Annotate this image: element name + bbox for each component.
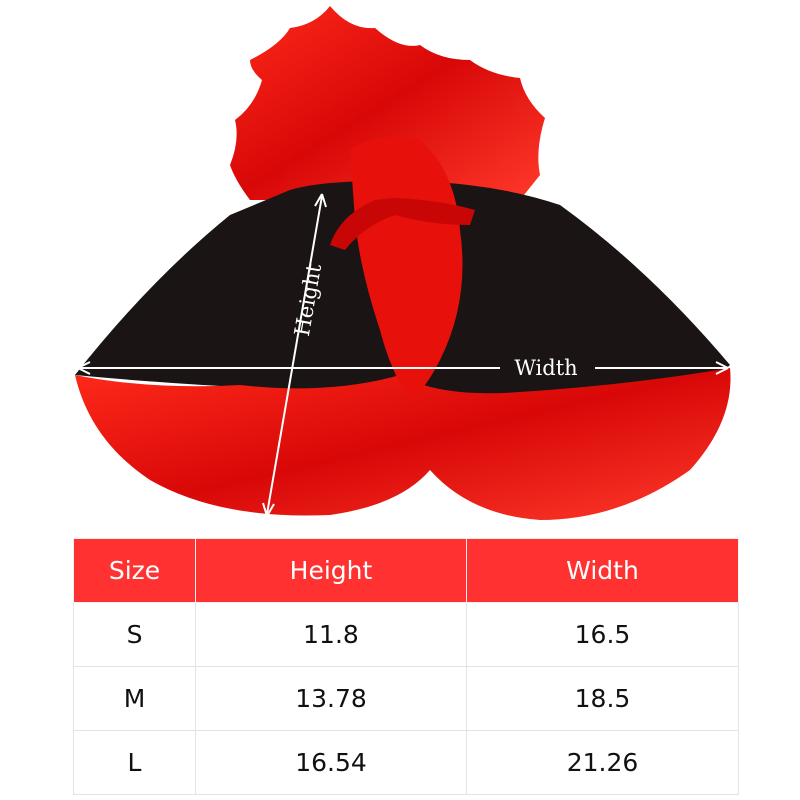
cape-bow [330, 198, 475, 250]
cell-width: 16.5 [466, 602, 739, 667]
width-label: Width [514, 356, 577, 380]
cell-width: 21.26 [466, 730, 739, 795]
cell-height: 13.78 [195, 666, 467, 731]
cape-collar [230, 6, 545, 200]
table-row: S 11.8 16.5 [73, 602, 739, 667]
cell-size: M [73, 666, 196, 731]
size-chart-table: Size Height Width S 11.8 16.5 M 13.78 18… [73, 538, 739, 795]
width-dimension: Width [77, 356, 729, 380]
header-size: Size [73, 538, 196, 603]
cell-size: L [73, 730, 196, 795]
cape-product-image: Height Width [75, 6, 731, 520]
cell-height: 11.8 [195, 602, 467, 667]
cape-lining [75, 368, 731, 520]
header-height: Height [195, 538, 467, 603]
table-header-row: Size Height Width [73, 538, 739, 603]
cell-height: 16.54 [195, 730, 467, 795]
header-width: Width [466, 538, 739, 603]
table-row: L 16.54 21.26 [73, 730, 739, 795]
table-row: M 13.78 18.5 [73, 666, 739, 731]
cell-size: S [73, 602, 196, 667]
cell-width: 18.5 [466, 666, 739, 731]
